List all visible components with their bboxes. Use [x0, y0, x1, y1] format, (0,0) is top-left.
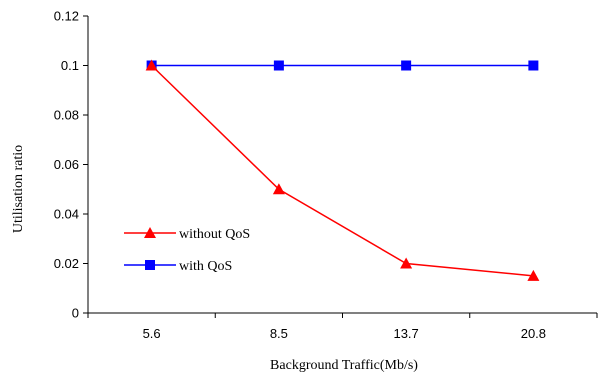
data-point	[527, 269, 540, 281]
y-tick-label: 0.06	[54, 157, 79, 172]
series-without-qos	[145, 59, 540, 281]
axes	[87, 16, 597, 314]
legend-label: with QoS	[179, 259, 232, 274]
series-line	[151, 64, 534, 277]
series-layer	[145, 59, 540, 281]
y-tick-label: 0	[72, 306, 79, 321]
legend: without QoS with QoS	[124, 227, 250, 274]
y-tick-label: 0.08	[54, 108, 79, 123]
data-point	[145, 59, 158, 71]
legend-entry: without QoS	[124, 227, 250, 242]
y-tick-label: 0.12	[54, 9, 79, 24]
x-tick-label: 20.8	[521, 326, 546, 341]
x-axis-title: Background Traffic(Mb/s)	[270, 358, 418, 373]
x-axis-ticks: 5.6 8.5 13.7 20.8	[87, 313, 598, 341]
series-with-qos	[146, 60, 539, 71]
y-tick-label: 0.1	[61, 58, 79, 73]
data-point	[401, 60, 412, 71]
data-point	[528, 60, 539, 71]
x-tick-label: 13.7	[393, 326, 418, 341]
data-point	[273, 60, 284, 71]
x-tick-label: 5.6	[143, 326, 161, 341]
y-tick-label: 0.04	[54, 207, 79, 222]
data-point	[272, 183, 285, 195]
legend-entry: with QoS	[124, 259, 232, 274]
y-tick-label: 0.02	[54, 256, 79, 271]
y-axis-ticks: 0 0.02 0.04 0.06 0.08 0.1 0.12	[54, 9, 88, 321]
x-tick-label: 8.5	[270, 326, 288, 341]
legend-swatch-marker	[144, 227, 156, 238]
y-axis-title: Utilisation ratio	[11, 145, 26, 233]
legend-label: without QoS	[179, 227, 250, 242]
data-point	[400, 257, 413, 269]
legend-swatch-marker	[145, 260, 155, 270]
